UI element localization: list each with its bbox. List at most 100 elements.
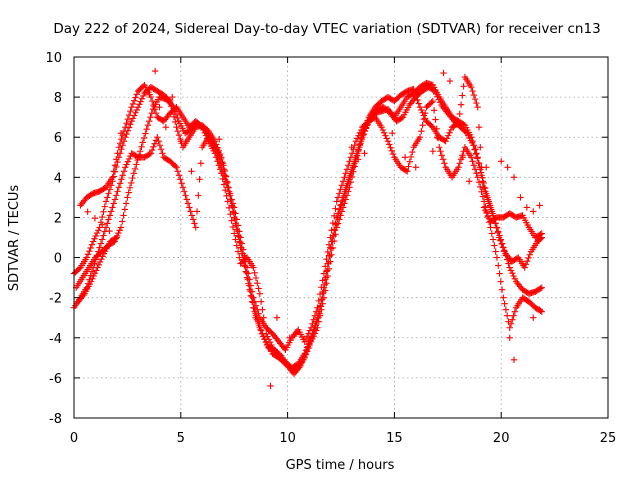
data-point-trail [107,208,115,215]
data-point-trail [112,235,120,242]
data-point-trail [148,146,156,154]
data-point [455,164,462,171]
data-points [70,67,545,390]
data-point-trail [315,314,322,321]
data-point [273,314,281,321]
data-point [316,310,323,317]
data-point-trail [473,170,480,177]
data-point-trail [321,263,329,270]
x-axis-title: GPS time / hours [286,458,395,473]
plot-frame [73,56,609,419]
data-point [487,224,494,231]
data-point [250,264,257,271]
data-point-trail [457,101,465,108]
data-point-trail [148,109,155,117]
data-point-trail [184,200,192,207]
data-point [124,194,131,201]
data-point [117,224,125,231]
data-point [348,168,355,175]
data-point [369,109,377,117]
data-point-trail [326,252,334,260]
data-point-trail [91,269,99,277]
data-point-trail [232,236,239,243]
data-point-trail [479,174,486,181]
data-point-trail [234,248,242,255]
data-point-trail [254,280,261,287]
data-point [335,210,343,217]
data-point [301,338,308,345]
data-point-trail [409,148,416,156]
data-point-trail [334,215,341,223]
data-point-trail [491,242,498,249]
data-point-trail [480,179,487,187]
y-tick-label: 2 [54,211,62,226]
data-point [252,314,259,321]
data-point [297,362,304,370]
data-point-trail [336,205,344,213]
data-point [510,356,518,364]
data-point [173,123,180,131]
data-point [401,154,409,161]
data-point-trail [492,248,499,255]
data-point-trail [140,92,147,100]
data-point [346,158,353,165]
data-point-trail [133,91,140,98]
data-point-trail [182,192,189,199]
data-point-trail [216,152,223,159]
data-point-trail [114,150,121,157]
data-point-trail [120,212,127,219]
data-point-trail [225,184,232,191]
data-point [498,158,505,165]
data-point-trail [331,227,339,234]
data-point [468,154,475,161]
data-point [536,306,543,313]
data-point [389,130,396,137]
data-point-trail [330,232,337,240]
data-point-trail [488,206,495,213]
data-point-trail [91,215,99,222]
data-point-trail [125,111,133,119]
data-point-trail [99,253,106,260]
data-point-trail [407,153,415,161]
data-point-trail [511,308,519,315]
data-point-trail [222,173,230,180]
data-point-trail [251,304,258,312]
data-point-trail [478,188,485,195]
data-point-trail [174,128,182,135]
data-point-trail [430,107,438,114]
y-tick-label: 6 [54,131,62,146]
data-point [354,148,362,155]
data-point-trail [236,239,244,246]
data-point-trail [311,326,318,333]
data-point-trail [88,241,96,248]
data-point-trail [93,267,100,274]
data-point-trail [460,83,467,90]
data-point-trail [92,232,99,240]
data-point-trail [345,176,353,183]
data-point [474,103,481,111]
data-point [128,117,135,125]
data-point-trail [219,158,226,166]
data-point [361,128,368,135]
data-point [384,138,392,145]
data-point [173,164,180,171]
data-point-trail [257,326,264,333]
data-point-trail [114,158,121,166]
data-point-trail [351,160,358,167]
data-point-trail [471,166,479,173]
data-point [216,136,223,143]
data-point [188,168,195,175]
data-point-trail [304,332,311,340]
data-point [96,244,103,251]
data-point [307,324,315,331]
y-tick-label: 4 [54,171,62,186]
data-point-trail [419,121,426,129]
data-point [109,174,116,181]
data-point-trail [366,116,373,124]
data-point-trail [509,316,516,323]
data-point-trail [222,186,229,194]
data-point-trail [341,200,348,207]
data-point-trail [148,97,156,105]
data-point-trail [175,132,183,139]
data-point-trail [174,114,181,122]
